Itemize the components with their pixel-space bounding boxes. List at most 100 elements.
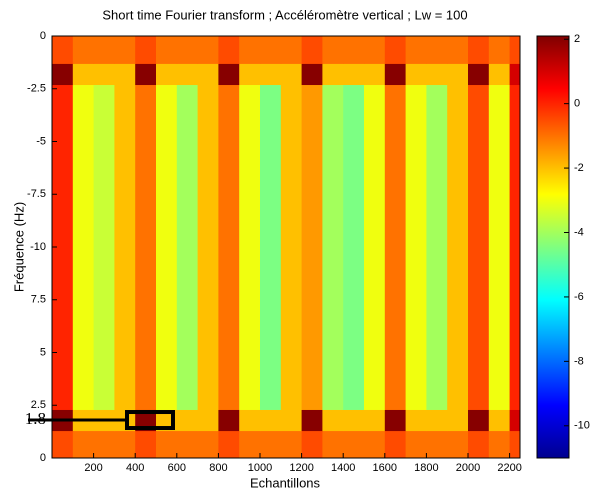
x-axis-label: Echantillons [250,475,321,490]
heat-cell [72,84,95,410]
y-tick-label: -10 [30,241,46,253]
heat-cell [384,430,407,459]
heat-cell [322,430,344,459]
heat-cell [72,63,95,86]
heat-cell [468,430,490,459]
heat-cell [384,63,407,86]
heat-cell [488,430,511,459]
heat-cell [447,84,469,410]
heat-cell [72,430,95,459]
heat-cell [301,430,323,459]
colorbar [536,35,570,459]
heat-cell [384,409,407,432]
heat-cell [156,36,178,64]
heat-cell [468,36,490,64]
y-tick-label: -5 [36,135,46,147]
heat-cell [384,84,407,410]
heat-cell [343,84,365,410]
heat-cell [135,36,157,64]
heat-cell [364,409,386,432]
heat-cell [218,409,240,432]
heat-cell [218,36,240,64]
heat-cell [135,409,157,432]
y-tick-label: 5 [40,346,46,358]
heat-cell [239,63,261,86]
heat-cell [468,409,490,432]
x-tick-label: 1800 [414,462,438,474]
heat-cell [197,409,219,432]
annotation-label: 1.8 [25,409,46,428]
heat-cell [322,36,344,64]
heat-cell [301,84,323,410]
heat-cell [156,63,178,86]
heat-cell [280,63,303,86]
heat-cell [405,63,427,86]
heat-cell [197,84,219,410]
heat-cell [488,84,511,410]
colorbar-tick-label: -2 [574,162,584,174]
x-tick-label: 800 [209,462,227,474]
heat-cell [114,36,136,64]
heat-cell [364,430,386,459]
heat-cell [426,430,448,459]
heat-cell [114,430,136,459]
heat-cell [364,36,386,64]
heat-cell [260,430,282,459]
x-tick-label: 1000 [248,462,272,474]
heat-cell [405,409,427,432]
heat-cell [509,84,521,410]
heat-cell [343,63,365,86]
heat-cell [176,409,199,432]
heat-cell [301,409,323,432]
colorbar-tick-label: -6 [574,291,584,303]
heat-cell [447,409,469,432]
heat-cell [93,430,115,459]
heat-cell [260,63,282,86]
heat-cell [239,430,261,459]
heat-cell [468,63,490,86]
heat-cell [52,36,74,64]
heat-cell [405,430,427,459]
heat-cell [405,84,427,410]
heat-cell [239,36,261,64]
annotation-box [125,410,175,431]
heat-cell [93,63,115,86]
x-tick-label: 1600 [373,462,397,474]
heat-cell [509,409,521,432]
heat-cell [488,36,511,64]
heat-cell [301,63,323,86]
heat-cell [280,409,303,432]
heat-cell [135,63,157,86]
x-tick-label: 200 [84,462,102,474]
heat-cell [447,430,469,459]
heat-cell [218,63,240,86]
y-tick-label: 2.5 [31,399,46,411]
heat-cell [156,84,178,410]
heat-cell [176,84,199,410]
heat-cell [509,36,521,64]
heat-cell [72,36,95,64]
y-tick-label: 0 [40,30,46,42]
x-tick-label: 1200 [289,462,313,474]
heat-cell [468,84,490,410]
heat-cell [280,430,303,459]
heat-cell [135,430,157,459]
heat-cell [488,63,511,86]
heat-cell [218,430,240,459]
heat-cell [405,36,427,64]
heat-cell [426,84,448,410]
colorbar-tick-label: -8 [574,355,584,367]
heat-cell [135,84,157,410]
heat-cell [447,36,469,64]
heat-cell [364,84,386,410]
heat-cell [218,84,240,410]
heat-cell [488,409,511,432]
heat-cell [114,84,136,410]
x-tick-label: 400 [126,462,144,474]
heat-cell [322,84,344,410]
y-axis-label: Fréquence (Hz) [11,202,26,292]
x-tick-label: 1400 [331,462,355,474]
heat-cell [322,409,344,432]
x-tick-label: 600 [168,462,186,474]
